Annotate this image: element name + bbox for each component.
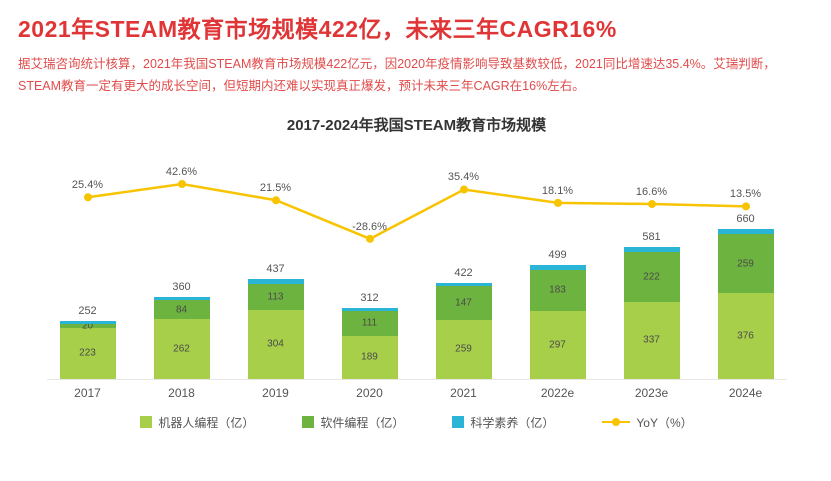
x-axis-label: 2022e (540, 385, 575, 400)
yoy-point (741, 202, 750, 211)
steam-market-chart: 223 20 252 2017 262 84 360 2018 304 113 437 2019 189… (41, 139, 793, 404)
x-axis-label: 2018 (168, 385, 195, 400)
x-axis-label: 2021 (450, 385, 477, 400)
bar-segment (247, 283, 304, 310)
yoy-value-label: 18.1% (541, 184, 574, 197)
x-axis-label: 2017 (74, 385, 101, 400)
bar-segment (435, 319, 492, 379)
bar-segment (717, 234, 774, 294)
segment-value-label: 297 (549, 339, 566, 351)
yoy-value-label: 42.6% (165, 165, 198, 178)
x-axis-line (46, 378, 787, 380)
legend-item: 机器人编程（亿） (140, 414, 254, 431)
legend-label: 软件编程（亿） (320, 415, 405, 430)
bar-total-label: 422 (454, 266, 473, 279)
x-axis-label: 2019 (262, 385, 289, 400)
legend-label: 科学素养（亿） (470, 415, 555, 430)
yoy-value-label: 21.5% (259, 181, 292, 194)
yoy-point (271, 195, 280, 204)
yoy-point (177, 179, 186, 188)
segment-value-label: 147 (455, 297, 472, 309)
legend-swatch (140, 416, 153, 429)
bar-total-label: 360 (172, 280, 191, 293)
segment-value-label: 20 (81, 320, 94, 332)
bar-total-label: 581 (642, 230, 661, 243)
yoy-point (647, 199, 656, 208)
segment-value-label: 262 (173, 343, 190, 355)
bar-segment (717, 293, 774, 379)
bar-segment (341, 310, 398, 336)
segment-value-label: 183 (549, 284, 566, 296)
bar-segment (623, 302, 680, 379)
bar-segment (341, 335, 398, 379)
yoy-value-label: 25.4% (71, 178, 104, 191)
bar-total-label: 252 (78, 305, 97, 318)
bar-segment (529, 311, 586, 379)
yoy-point (83, 192, 92, 201)
bar-segment (623, 251, 680, 303)
bar-total-label: 499 (548, 249, 567, 262)
segment-value-label: 376 (737, 330, 754, 342)
bar-segment (435, 286, 492, 320)
legend-item: 科学素养（亿） (452, 414, 554, 431)
bar-total-label: 312 (360, 291, 379, 304)
legend-line-swatch (602, 418, 631, 427)
intro-text: 据艾瑞咨询统计核算，2021年我国STEAM教育市场规模422亿元，因2020年… (18, 57, 776, 93)
report-page: 2021年STEAM教育市场规模422亿，未来三年CAGR16% 据艾瑞咨询统计… (18, 16, 815, 431)
chart-legend: 机器人编程（亿） 软件编程（亿） 科学素养（亿） YoY（%） (18, 414, 815, 431)
segment-value-label: 84 (175, 304, 188, 316)
legend-item: YoY（%） (602, 414, 693, 431)
yoy-point (365, 234, 374, 243)
bar-segment (59, 328, 116, 379)
bar-segment (153, 296, 210, 301)
segment-value-label: 222 (643, 271, 660, 283)
segment-value-label: 337 (643, 334, 660, 346)
legend-line-dot (612, 418, 621, 427)
segment-value-label: 259 (737, 258, 754, 270)
bar-segment (717, 228, 774, 235)
bar-segment (529, 265, 586, 270)
x-axis-label: 2020 (356, 385, 383, 400)
bar-segment (247, 279, 304, 284)
yoy-value-label: 35.4% (447, 171, 480, 184)
segment-value-label: 259 (455, 343, 472, 355)
legend-label: 机器人编程（亿） (158, 415, 255, 430)
segment-value-label: 113 (267, 291, 284, 303)
bar-total-label: 437 (266, 263, 285, 276)
legend-swatch (452, 416, 465, 429)
chart-title: 2017-2024年我国STEAM教育市场规模 (286, 116, 547, 134)
page-title: 2021年STEAM教育市场规模422亿，未来三年CAGR16% (18, 16, 617, 42)
yoy-value-label: 13.5% (729, 188, 762, 201)
segment-value-label: 189 (361, 351, 378, 363)
bar-segment (153, 319, 210, 379)
bar-segment (341, 307, 398, 311)
bar-segment (623, 246, 680, 252)
yoy-point (459, 185, 468, 194)
bar-segment (153, 300, 210, 320)
segment-value-label: 223 (79, 347, 96, 359)
legend-item: 软件编程（亿） (302, 414, 404, 431)
bar-segment (435, 282, 492, 287)
yoy-value-label: 16.6% (635, 185, 668, 198)
bar-segment (529, 269, 586, 312)
yoy-value-label: -28.6% (352, 220, 387, 233)
legend-swatch (302, 416, 315, 429)
x-axis-label: 2024e (728, 385, 763, 400)
segment-value-label: 304 (267, 338, 284, 350)
bar-segment (59, 323, 116, 329)
bar-segment (247, 309, 304, 379)
bar-segment (59, 321, 116, 324)
bar-total-label: 660 (736, 212, 755, 225)
yoy-point (553, 198, 562, 207)
legend-label: YoY（%） (636, 415, 693, 430)
x-axis-label: 2023e (634, 385, 669, 400)
segment-value-label: 111 (361, 317, 378, 329)
